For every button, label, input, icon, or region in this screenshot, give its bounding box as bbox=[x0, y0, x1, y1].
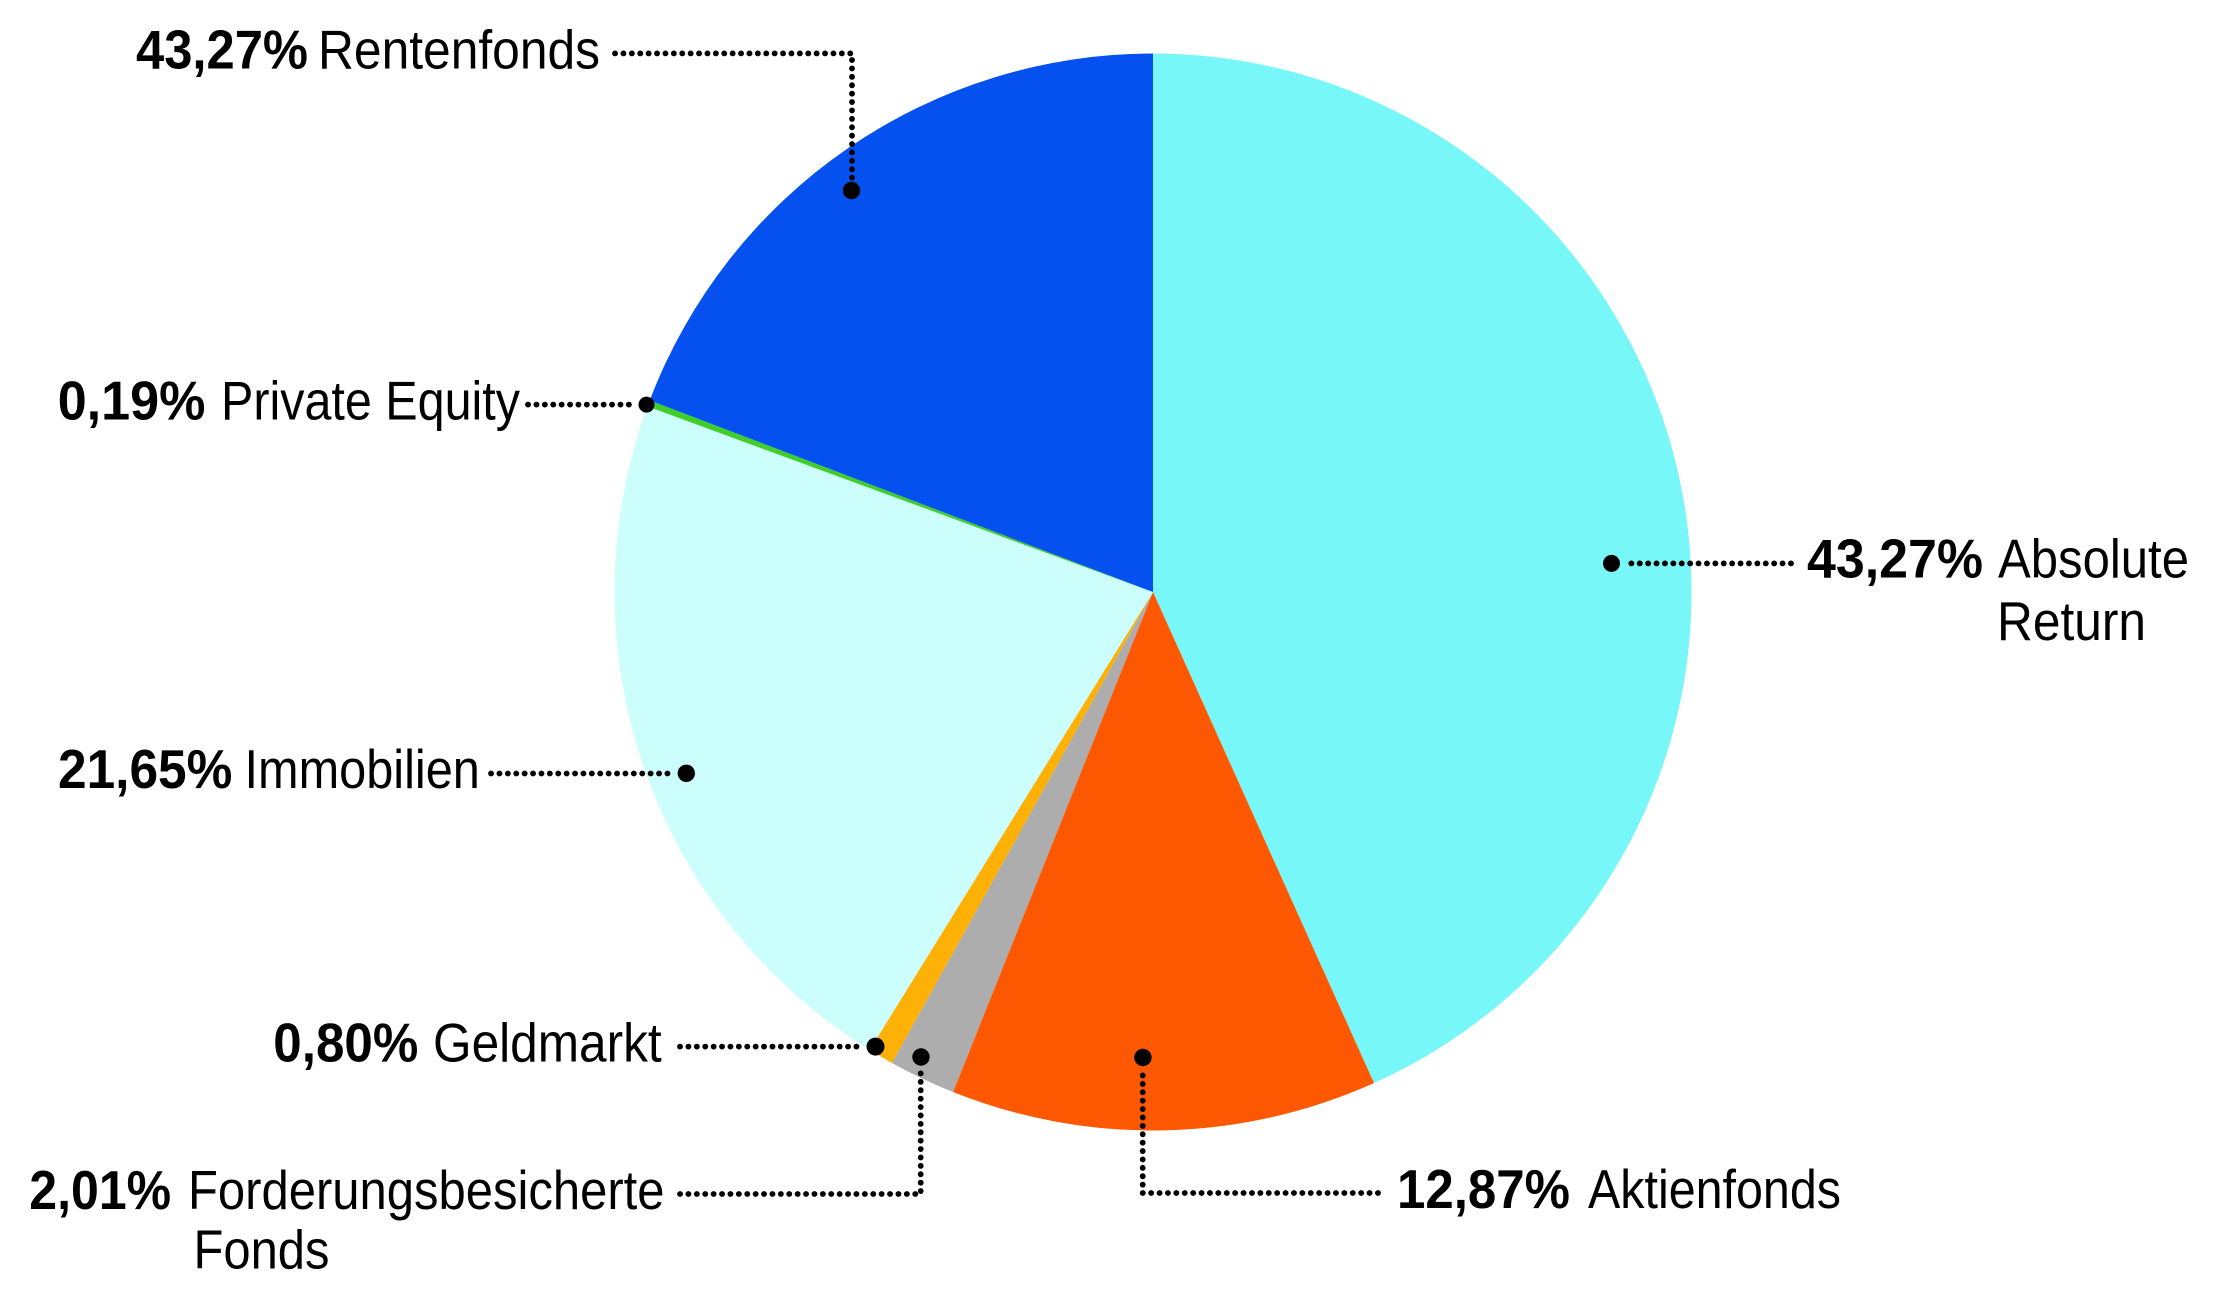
svg-text:43,27%: 43,27% bbox=[1807, 528, 1983, 590]
svg-text:0,80%: 0,80% bbox=[273, 1012, 418, 1074]
svg-text:Return: Return bbox=[1997, 590, 2146, 652]
svg-text:Forderungsbesicherte: Forderungsbesicherte bbox=[188, 1159, 665, 1221]
svg-text:Geldmarkt: Geldmarkt bbox=[433, 1012, 662, 1074]
svg-text:21,65%: 21,65% bbox=[58, 738, 232, 800]
svg-text:Rentenfonds: Rentenfonds bbox=[318, 18, 600, 80]
svg-text:43,27%: 43,27% bbox=[136, 18, 308, 80]
svg-text:Fonds: Fonds bbox=[194, 1219, 330, 1281]
svg-text:Immobilien: Immobilien bbox=[245, 738, 480, 800]
svg-text:2,01%: 2,01% bbox=[29, 1159, 171, 1221]
svg-text:Aktienfonds: Aktienfonds bbox=[1588, 1158, 1841, 1220]
svg-text:0,19%: 0,19% bbox=[58, 369, 206, 431]
svg-text:Private Equity: Private Equity bbox=[221, 369, 520, 431]
svg-text:Absolute: Absolute bbox=[1998, 528, 2189, 590]
svg-text:12,87%: 12,87% bbox=[1397, 1158, 1570, 1220]
